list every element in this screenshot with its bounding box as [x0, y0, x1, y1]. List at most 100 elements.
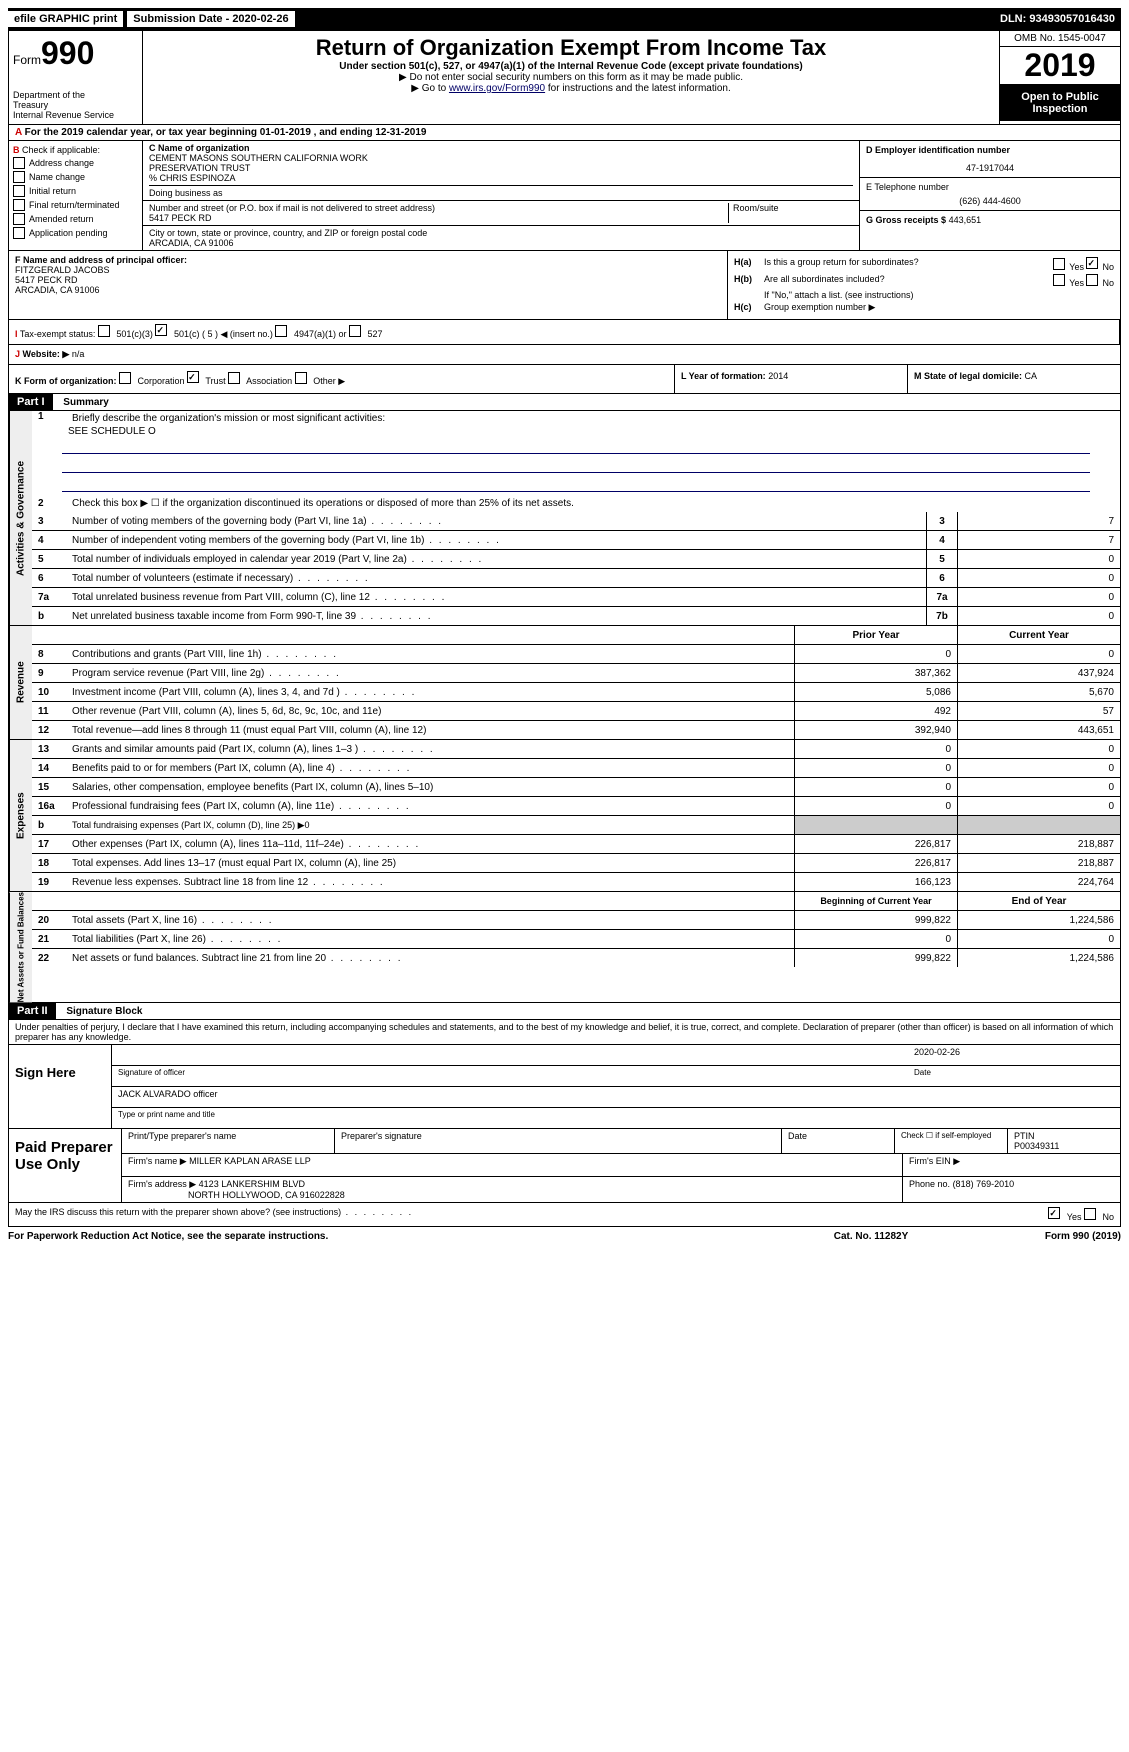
c-name-label: C Name of organization — [149, 143, 853, 153]
501c3-checkbox[interactable] — [98, 325, 110, 337]
efile-label: efile GRAPHIC print — [8, 11, 123, 27]
part2-header: Part II Signature Block — [8, 1003, 1121, 1020]
p20: 999,822 — [794, 911, 957, 929]
k-o4: Other ▶ — [313, 376, 345, 386]
form-header: Form990 Department of the Treasury Inter… — [8, 30, 1121, 125]
firm-addr1: 4123 LANKERSHIM BLVD — [199, 1179, 305, 1189]
hb-yes-checkbox[interactable] — [1053, 274, 1065, 286]
l-val: 2014 — [768, 371, 788, 381]
firm-name: MILLER KAPLAN ARASE LLP — [189, 1156, 311, 1166]
c21: 0 — [957, 930, 1120, 948]
d-label: D Employer identification number — [866, 145, 1114, 155]
officer-name-val: JACK ALVARADO officer — [112, 1087, 1120, 1108]
c14: 0 — [957, 759, 1120, 777]
k-o3: Association — [246, 376, 292, 386]
omb: OMB No. 1545-0047 — [1000, 31, 1120, 47]
m-label: M State of legal domicile: — [914, 371, 1022, 381]
4947-checkbox[interactable] — [275, 325, 287, 337]
prior-header: Prior Year — [794, 626, 957, 644]
irs-link[interactable]: www.irs.gov/Form990 — [449, 83, 545, 94]
trust-checkbox[interactable] — [187, 371, 199, 383]
name-change-checkbox[interactable] — [13, 171, 25, 183]
date-label: Date — [914, 1068, 1114, 1084]
sig-officer-label: Signature of officer — [118, 1068, 914, 1084]
prep-sig-label: Preparer's signature — [335, 1129, 782, 1153]
tax-year: 2019 — [1000, 47, 1120, 85]
dln: DLN: 93493057016430 — [1000, 13, 1121, 25]
l1-val: SEE SCHEDULE O — [32, 426, 1120, 437]
officer-name: FITZGERALD JACOBS — [15, 265, 721, 275]
room-label: Room/suite — [729, 203, 853, 223]
footer: For Paperwork Reduction Act Notice, see … — [8, 1227, 1121, 1246]
submission-date: Submission Date - 2020-02-26 — [127, 11, 294, 27]
c17: 218,887 — [957, 835, 1120, 853]
c16a: 0 — [957, 797, 1120, 815]
discuss-no-checkbox[interactable] — [1084, 1208, 1096, 1220]
main-info: B Check if applicable: Address change Na… — [8, 141, 1121, 251]
c19: 224,764 — [957, 873, 1120, 891]
hc-text: Group exemption number ▶ — [764, 302, 1114, 313]
other-checkbox[interactable] — [295, 372, 307, 384]
addr-change-checkbox[interactable] — [13, 157, 25, 169]
ha-no-checkbox[interactable] — [1086, 257, 1098, 269]
ein: 47-1917044 — [866, 163, 1114, 173]
sig-date: 2020-02-26 — [914, 1047, 1114, 1063]
l11: Other revenue (Part VIII, column (A), li… — [68, 704, 794, 719]
part2-title: Signature Block — [58, 1006, 142, 1017]
name-title-label: Type or print name and title — [112, 1108, 1120, 1128]
c15: 0 — [957, 778, 1120, 796]
inst2-post: for instructions and the latest informat… — [545, 83, 731, 94]
form-number: 990 — [41, 35, 94, 71]
discuss-yes: Yes — [1067, 1212, 1082, 1222]
discuss-yes-checkbox[interactable] — [1048, 1207, 1060, 1219]
prep-date-label: Date — [782, 1129, 895, 1153]
subtitle: Under section 501(c), 527, or 4947(a)(1)… — [147, 61, 995, 72]
print-name-label: Print/Type preparer's name — [122, 1129, 335, 1153]
c22: 1,224,586 — [957, 949, 1120, 967]
l5: Total number of individuals employed in … — [68, 552, 926, 567]
l7a: Total unrelated business revenue from Pa… — [68, 590, 926, 605]
dept-line2: Treasury — [13, 100, 138, 110]
j-label: Website: ▶ — [23, 349, 70, 359]
p10: 5,086 — [794, 683, 957, 701]
p18: 226,817 — [794, 854, 957, 872]
open1: Open to Public — [1002, 91, 1118, 103]
firm-phone: (818) 769-2010 — [953, 1179, 1015, 1189]
a-text: For the 2019 calendar year, or tax year … — [25, 127, 427, 138]
perjury-text: Under penalties of perjury, I declare th… — [9, 1020, 1120, 1044]
527-checkbox[interactable] — [349, 325, 361, 337]
v7a: 0 — [957, 588, 1120, 606]
officer-addr: 5417 PECK RD — [15, 275, 721, 285]
firm-addr2: NORTH HOLLYWOOD, CA 916022828 — [128, 1190, 896, 1200]
ha-yes-checkbox[interactable] — [1053, 258, 1065, 270]
firm-ein-label: Firm's EIN ▶ — [903, 1154, 1120, 1176]
section-a: A For the 2019 calendar year, or tax yea… — [8, 125, 1121, 141]
k-label: K Form of organization: — [15, 376, 117, 386]
hc-label: H(c) — [734, 302, 764, 313]
app-pending-checkbox[interactable] — [13, 227, 25, 239]
501c-checkbox[interactable] — [155, 324, 167, 336]
open2: Inspection — [1002, 103, 1118, 115]
i-o4: 527 — [368, 329, 383, 339]
amended-return-checkbox[interactable] — [13, 213, 25, 225]
final-return-checkbox[interactable] — [13, 199, 25, 211]
corp-checkbox[interactable] — [119, 372, 131, 384]
footer-mid: Cat. No. 11282Y — [771, 1231, 971, 1242]
k-o2: Trust — [205, 376, 225, 386]
b-i1: Address change — [29, 158, 94, 168]
hb-no-checkbox[interactable] — [1086, 274, 1098, 286]
i-o1: 501(c)(3) — [116, 329, 153, 339]
row-kl: K Form of organization: Corporation Trus… — [8, 365, 1121, 394]
discuss-no: No — [1102, 1212, 1114, 1222]
v4: 7 — [957, 531, 1120, 549]
hb-text: Are all subordinates included? — [764, 274, 1053, 288]
sign-here-label: Sign Here — [9, 1045, 112, 1128]
initial-return-checkbox[interactable] — [13, 185, 25, 197]
g-label: G Gross receipts $ — [866, 215, 946, 225]
sig-section: Under penalties of perjury, I declare th… — [8, 1020, 1121, 1227]
assoc-checkbox[interactable] — [228, 372, 240, 384]
check-self: Check ☐ if self-employed — [895, 1129, 1008, 1153]
org-name2: PRESERVATION TRUST — [149, 163, 853, 173]
p11: 492 — [794, 702, 957, 720]
city-val: ARCADIA, CA 91006 — [149, 238, 853, 248]
